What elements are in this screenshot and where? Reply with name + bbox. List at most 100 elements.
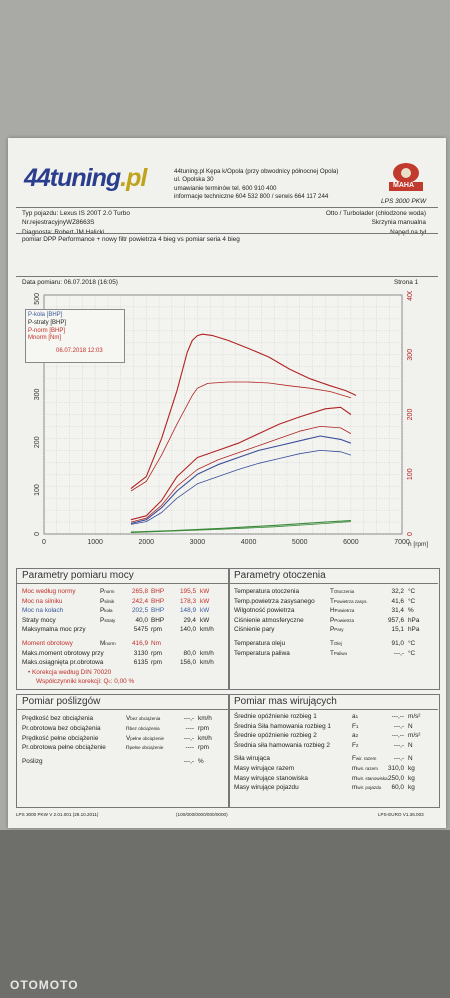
chart-x-tick-label: 5000 — [292, 539, 308, 546]
power-row-value1: 416,9 — [132, 640, 148, 647]
ambient-row-unit: hPa — [408, 626, 420, 634]
slip-row-symbol: Vbez obciążenia — [126, 715, 161, 722]
power-row-unit2: kW — [200, 588, 210, 595]
slip-row-label: Prędkość bez obciążenia — [22, 715, 94, 722]
mass-row-unit: kg — [408, 765, 415, 772]
power-row-label: Maksymalna moc przy — [22, 626, 86, 634]
ambient-row-value: 41,6 — [391, 597, 404, 605]
chart-x-tick-label: 6000 — [343, 539, 359, 546]
power-row-unit2: kW — [200, 607, 210, 615]
mass-title: Pomiar mas wirujących — [234, 696, 337, 707]
mass-row-label: Średnie opóźnienie rozbieg 2 — [234, 732, 317, 740]
ambient-row-label: Ciśnienie pary — [234, 626, 275, 634]
slip-row-symbol: npełne obciążenie — [126, 744, 164, 752]
ambient-row-unit: °C — [408, 588, 416, 595]
chart-x-tick-label: 1000 — [87, 539, 103, 546]
otomoto-watermark: OTOMOTO — [10, 978, 79, 992]
chart-y-left-tick-label: 0 — [34, 532, 41, 536]
dyno-report-sheet: 44tuning.pl 44tuning.pl Kępa k/Opola (pr… — [8, 138, 446, 828]
power-row-value1: 5475 — [133, 626, 148, 634]
mass-row-symbol: mwir. stanowiska — [352, 774, 388, 782]
power-row-label: Moc na kołach — [22, 607, 64, 615]
mass-row-symbol: a1 — [352, 713, 359, 720]
ambient-row-symbol: TOtoczenia — [330, 588, 355, 595]
chart-legend: P-koła [BHP] P-straty [BHP] P-norm [BHP]… — [25, 309, 125, 363]
slip-row-symbol: nbez obciążenia — [126, 724, 160, 732]
ambient-params-box — [228, 568, 440, 690]
maha-model: LPS 3000 PKW — [381, 198, 427, 205]
mass-row-unit: m/s² — [408, 713, 421, 720]
power-row-label: Moment obrotowy — [22, 640, 73, 647]
power-row-value2: 178,3 — [180, 597, 196, 605]
chart-x-tick-label: 4000 — [241, 539, 257, 546]
slip-row-value: ---,- — [183, 758, 194, 766]
ambient-row-label: Wilgotność powietrza — [234, 607, 295, 615]
chart-y-left-tick-label: 500 — [34, 293, 41, 305]
ambient-row-value: 32,2 — [391, 588, 404, 595]
measurement-note: pomiar DPP Performance + nowy filtr powi… — [22, 236, 240, 243]
footer-version: LPS 3000 PKW V 2.01.001 (28.10.2011) — [16, 812, 99, 817]
power-row-label: Maks.moment obrotowy przy — [22, 649, 104, 657]
ambient-row-unit: °C — [408, 640, 416, 647]
44tuning-logo: 44tuning.pl — [24, 164, 147, 192]
chart-x-tick-label: 3000 — [190, 539, 206, 546]
slip-row-value: ---- — [185, 724, 194, 732]
ambient-row-value: 957,6 — [388, 616, 404, 624]
mass-row-label: Średnie opóźnienie rozbieg 1 — [234, 713, 317, 720]
slip-row-value: ---,- — [183, 715, 194, 722]
chart-series-line — [130, 521, 351, 533]
power-row-value2: 156,0 — [180, 659, 196, 667]
ambient-row-unit: hPa — [408, 616, 420, 624]
chart-x-tick-label: 7000 — [394, 539, 410, 546]
measurement-date: Data pomiaru: 06.07.2018 (16:05) — [22, 279, 118, 286]
mass-row-unit: N — [408, 755, 413, 763]
table-surface — [0, 830, 450, 998]
power-row-value2: 80,0 — [183, 649, 196, 657]
chart-y-right-tick-label: 100 — [407, 468, 414, 480]
slip-row-label: Pr.obrotowa pełne obciążenie — [22, 744, 106, 752]
power-row-unit1: rpm — [151, 649, 163, 657]
mass-row-symbol: mwir. pojazdu — [352, 784, 382, 792]
ambient-row-symbol: TPowietrza zasys. — [330, 597, 368, 605]
mass-row-symbol: F2 — [352, 741, 359, 749]
power-row-value2: 140,0 — [180, 626, 196, 634]
chart-series-line — [130, 450, 352, 525]
power-row-symbol: Mnorm — [100, 640, 116, 647]
mass-row-value: ---,- — [393, 741, 404, 749]
mass-row-value: 250,0 — [388, 774, 404, 782]
power-row-unit1: BHP — [151, 597, 165, 605]
mass-row-symbol: Fwir. razem — [352, 755, 377, 763]
power-row-unit1: BHP — [151, 607, 165, 615]
mass-row-label: Masy wirujące stanowiska — [234, 774, 308, 782]
mass-row-unit: kg — [408, 774, 415, 782]
chart-y-right-tick-label: 300 — [407, 349, 414, 361]
chart-series-line — [130, 435, 352, 525]
power-row-value2: 195,5 — [180, 588, 196, 595]
slip-row-value: ---- — [185, 744, 194, 752]
ambient-row-symbol: PPowietrza — [330, 616, 355, 624]
chart-x-unit: n [rpm] — [408, 541, 428, 548]
slip-row-symbol: Vpełne obciążenie — [126, 734, 165, 742]
ambient-row-value: ---,- — [393, 649, 404, 657]
correction-label: • Korekcja według DIN 70020 — [28, 669, 112, 676]
mass-row-value: ---,- — [393, 722, 404, 730]
slip-box — [16, 694, 230, 808]
page-number: Strona 1 — [394, 279, 419, 286]
slip-row-unit: km/h — [198, 715, 212, 722]
ambient-row-symbol: HPowietrza — [330, 607, 355, 615]
slip-row-unit: rpm — [198, 724, 210, 732]
power-row-unit1: BHP — [151, 588, 165, 595]
mass-row-value: 60,0 — [391, 784, 404, 792]
slip-row-label: Prędkość pełne obciążenie — [22, 734, 99, 742]
power-row-symbol: Psilnik — [100, 597, 115, 605]
mass-row-label: Masy wirujące razem — [234, 765, 295, 772]
maha-logo: MAHA — [384, 162, 428, 196]
mass-row-symbol: a2 — [352, 732, 359, 740]
power-row-unit1: Nm — [151, 640, 161, 647]
power-row-value1: 202,5 — [132, 607, 148, 615]
slip-row-label: Poślizg — [22, 758, 43, 766]
slip-row-value: ---,- — [183, 734, 194, 742]
power-row-value1: 6135 — [133, 659, 148, 667]
slip-row-unit: km/h — [198, 734, 212, 742]
mass-row-value: 310,0 — [388, 765, 404, 772]
